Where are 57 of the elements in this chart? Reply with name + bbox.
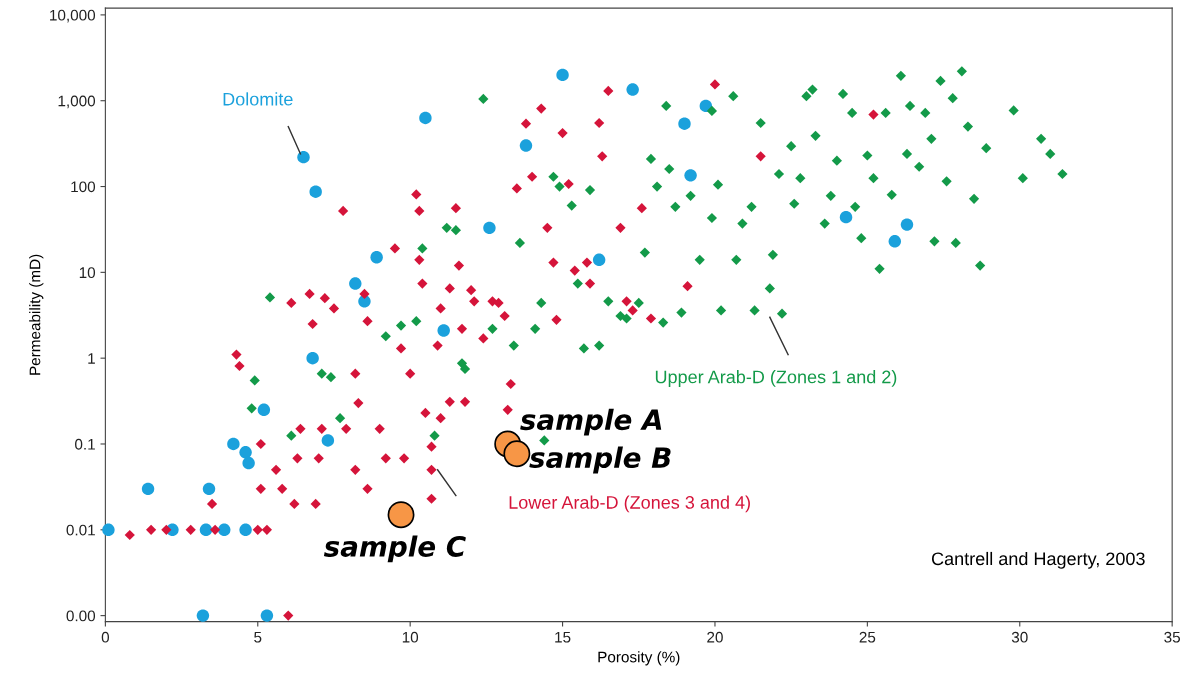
point bbox=[556, 68, 569, 82]
point bbox=[309, 185, 322, 198]
y-axis-title: Permeability (mD) bbox=[29, 254, 44, 375]
x-tick-label: 15 bbox=[555, 631, 571, 643]
point bbox=[483, 221, 496, 235]
y-tick-label: 10 bbox=[79, 267, 96, 279]
text: Upper Arab-D (Zones 1 and 2) bbox=[655, 370, 897, 387]
point bbox=[839, 210, 853, 224]
point bbox=[387, 501, 415, 529]
point bbox=[684, 169, 697, 182]
point bbox=[349, 277, 362, 290]
y-tick-label: 1 bbox=[88, 353, 95, 364]
point bbox=[592, 253, 606, 267]
annotation: Cantrell and Hagerty, 2003 bbox=[931, 551, 1145, 569]
point bbox=[218, 523, 231, 537]
point bbox=[242, 456, 255, 470]
point bbox=[199, 523, 213, 537]
point bbox=[519, 139, 533, 152]
y-tick-label: 10,000 bbox=[50, 9, 96, 23]
y-tick-label: 0.1 bbox=[75, 438, 95, 450]
point bbox=[297, 150, 310, 164]
x-axis-title: Porosity (%) bbox=[598, 651, 680, 666]
y-tick-label: 1,000 bbox=[58, 95, 96, 109]
x-tick-label: 35 bbox=[1164, 631, 1181, 643]
point bbox=[239, 523, 252, 537]
x-tick-label: 25 bbox=[859, 631, 876, 643]
x-tick-label: 0 bbox=[101, 631, 110, 643]
point bbox=[321, 434, 335, 447]
point bbox=[437, 324, 450, 337]
y-tick-label: 0.00 bbox=[66, 610, 96, 622]
point bbox=[419, 111, 432, 125]
text: Dolomite bbox=[223, 92, 293, 106]
y-tick-label: 100 bbox=[71, 181, 96, 193]
point bbox=[141, 482, 155, 496]
point bbox=[257, 403, 271, 417]
series-label: sample C bbox=[323, 535, 466, 563]
point bbox=[102, 523, 115, 537]
x-tick-label: 20 bbox=[707, 631, 723, 643]
series-label: sample A bbox=[520, 408, 662, 436]
point bbox=[196, 609, 210, 622]
point bbox=[626, 83, 639, 96]
point bbox=[678, 117, 691, 130]
point bbox=[503, 440, 531, 468]
x-tick-label: 30 bbox=[1011, 631, 1028, 643]
point bbox=[370, 251, 383, 264]
point bbox=[888, 235, 902, 248]
point bbox=[239, 446, 252, 459]
text: Lower Arab-D (Zones 3 and 4) bbox=[509, 495, 750, 513]
point bbox=[202, 482, 216, 496]
point bbox=[227, 437, 240, 451]
x-tick-label: 5 bbox=[254, 631, 262, 643]
series-label: sample B bbox=[529, 446, 671, 474]
point bbox=[306, 351, 319, 365]
y-tick-label: 0.01 bbox=[66, 524, 95, 536]
point bbox=[900, 218, 914, 231]
point bbox=[260, 609, 274, 622]
x-tick-label: 10 bbox=[402, 631, 419, 643]
